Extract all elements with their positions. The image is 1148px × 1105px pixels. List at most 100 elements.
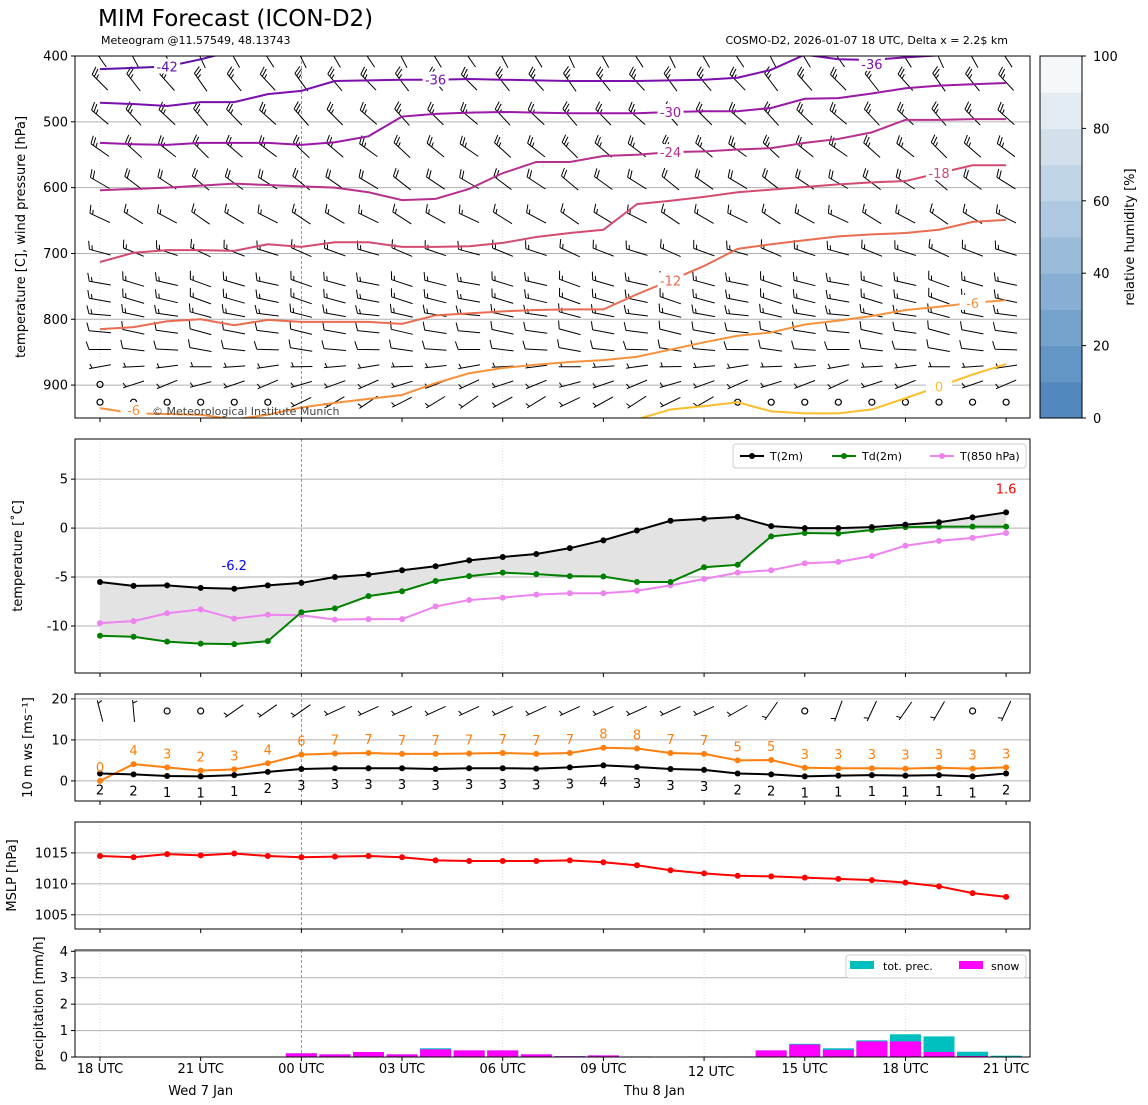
wind-barb-icon bbox=[525, 705, 547, 717]
data-point bbox=[466, 597, 473, 604]
wind-barb-icon bbox=[333, 56, 341, 68]
precip-bar bbox=[453, 1050, 485, 1057]
extreme-annotation: -6.2 bbox=[222, 559, 247, 574]
wind-barb-icon bbox=[121, 303, 145, 318]
data-point bbox=[633, 862, 640, 869]
wind-barb-icon bbox=[221, 304, 246, 318]
wind-barb-icon bbox=[191, 167, 210, 191]
wind-barb-icon bbox=[930, 134, 948, 159]
wind-barb-icon bbox=[692, 271, 715, 287]
wind-barb-icon bbox=[862, 168, 881, 190]
wind-barb-icon bbox=[590, 340, 615, 352]
wind-barb-icon bbox=[155, 272, 178, 286]
wind-barb-icon bbox=[626, 705, 648, 717]
x-tick-label: 00 UTC bbox=[278, 1062, 324, 1077]
wind-barb-icon bbox=[659, 362, 682, 368]
data-point bbox=[432, 603, 439, 610]
wind-barb-icon bbox=[491, 288, 514, 304]
isotherm-label: -24 bbox=[660, 146, 681, 161]
wind-barb-icon bbox=[994, 240, 1017, 256]
isotherm-label: -36 bbox=[861, 58, 882, 73]
colorbar-tick-label: 0 bbox=[1093, 412, 1101, 427]
wind-barb-icon bbox=[259, 101, 277, 125]
data-label: 1 bbox=[968, 786, 976, 801]
wind-barb-icon bbox=[796, 101, 814, 126]
data-label: 0 bbox=[96, 761, 104, 776]
data-label: 3 bbox=[532, 779, 540, 794]
wind-barb-icon bbox=[726, 363, 749, 369]
data-point bbox=[969, 534, 976, 541]
wind-barb-icon bbox=[863, 700, 877, 722]
wind-barb-icon bbox=[354, 341, 380, 351]
data-label: 3 bbox=[297, 779, 305, 794]
data-point bbox=[936, 537, 942, 544]
data-point bbox=[902, 772, 909, 779]
data-point bbox=[533, 750, 540, 757]
series-gusts bbox=[97, 744, 1010, 784]
wind-barb-icon bbox=[289, 303, 313, 318]
wind-barb-icon bbox=[522, 340, 548, 351]
data-point bbox=[264, 760, 271, 767]
wind-barb-icon bbox=[963, 168, 982, 190]
wind-barb-icon bbox=[459, 135, 479, 157]
data-point bbox=[969, 773, 976, 780]
wind-barb-icon bbox=[829, 102, 848, 125]
calm-wind-icon bbox=[968, 398, 977, 406]
wind-barb-icon bbox=[658, 303, 682, 318]
data-point bbox=[533, 765, 540, 772]
colorbar-tick-label: 80 bbox=[1093, 122, 1110, 137]
data-point bbox=[633, 527, 640, 534]
wind-barb-icon bbox=[86, 322, 112, 334]
data-point bbox=[835, 772, 842, 779]
wind-barb-icon bbox=[897, 66, 914, 91]
data-point bbox=[600, 744, 607, 751]
data-point bbox=[566, 750, 573, 757]
wind-barb-icon bbox=[694, 168, 714, 190]
isotherm-label-bg bbox=[657, 272, 684, 288]
colorbar-tick-label: 60 bbox=[1093, 195, 1110, 210]
data-point bbox=[231, 772, 238, 779]
wind-barb-icon bbox=[590, 321, 615, 335]
data-point bbox=[936, 519, 942, 526]
wind-barb-icon bbox=[291, 203, 311, 225]
isotherm-line bbox=[99, 56, 957, 108]
y-tick-label: 700 bbox=[43, 247, 68, 262]
data-point bbox=[969, 890, 976, 897]
wind-barb-icon bbox=[392, 203, 412, 225]
wind-barb-icon bbox=[993, 272, 1018, 286]
colorbar-band bbox=[1040, 56, 1082, 93]
data-point bbox=[164, 638, 171, 645]
data-point bbox=[331, 853, 338, 860]
calm-wind-icon bbox=[96, 398, 104, 406]
data-point bbox=[264, 768, 271, 775]
wind-barb-icon bbox=[759, 303, 783, 318]
y-tick-label: 5 bbox=[60, 473, 68, 488]
wind-barb-icon bbox=[623, 322, 648, 334]
plot-area bbox=[75, 694, 1030, 801]
data-point bbox=[97, 853, 103, 860]
x-tick-label: 18 UTC bbox=[77, 1062, 123, 1077]
legend-label: snow bbox=[991, 960, 1019, 973]
wind-barb-icon bbox=[253, 340, 279, 351]
plot-area bbox=[75, 822, 1030, 929]
legend-marker bbox=[749, 453, 755, 459]
data-point bbox=[399, 765, 406, 772]
wind-barb-icon bbox=[120, 339, 145, 352]
x-day-label: Thu 8 Jan bbox=[623, 1084, 685, 1099]
y-tick-label: 1010 bbox=[35, 877, 68, 892]
y-tick-label: 1015 bbox=[35, 846, 68, 861]
wind-barb-icon bbox=[626, 379, 648, 390]
wind-barb-icon bbox=[726, 240, 749, 256]
wind-barb-icon bbox=[758, 339, 783, 352]
data-label: 3 bbox=[566, 777, 574, 792]
wind-barb-icon bbox=[88, 240, 111, 256]
wind-barb-icon bbox=[594, 134, 613, 158]
data-label: 2 bbox=[733, 784, 741, 799]
calm-wind-icon bbox=[801, 398, 809, 406]
wind-barb-icon bbox=[327, 66, 343, 92]
wind-barb-icon bbox=[491, 705, 513, 717]
wind-barb-icon bbox=[157, 168, 177, 190]
wind-barb-icon bbox=[894, 240, 917, 256]
wind-barb-icon bbox=[960, 321, 984, 335]
wind-barb-icon bbox=[728, 135, 747, 158]
